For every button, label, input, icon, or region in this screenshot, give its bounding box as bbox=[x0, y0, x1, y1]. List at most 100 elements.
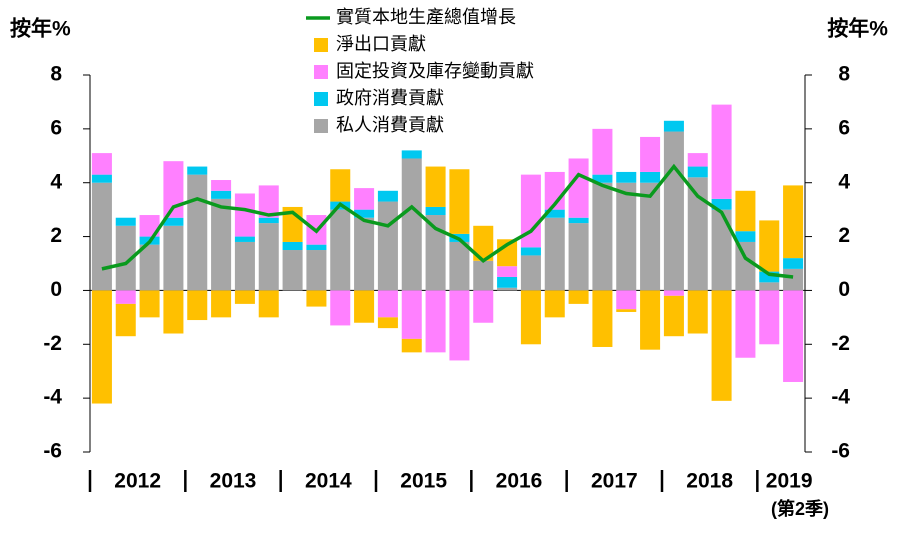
bar-segment bbox=[759, 220, 780, 272]
bar-segment bbox=[234, 193, 255, 237]
bar-segment bbox=[544, 209, 565, 218]
bar-segment bbox=[544, 217, 565, 291]
bar-segment bbox=[306, 250, 327, 291]
bar-segment bbox=[783, 268, 804, 291]
bar-segment bbox=[616, 309, 637, 312]
bar-segment bbox=[401, 290, 422, 339]
line bbox=[101, 163, 794, 279]
bar-segment bbox=[711, 104, 732, 199]
y2-tick-label: 2 bbox=[838, 224, 850, 247]
bar-segment bbox=[616, 182, 637, 291]
bar-segment bbox=[735, 290, 756, 358]
bar-segment bbox=[115, 290, 136, 304]
bar-segment bbox=[663, 120, 684, 132]
bar-segment bbox=[330, 169, 351, 202]
bar-segment bbox=[640, 171, 661, 183]
bar-segment bbox=[735, 231, 756, 242]
bar-segment bbox=[449, 290, 470, 361]
bar-segment bbox=[568, 223, 589, 291]
bar-segment bbox=[91, 182, 112, 291]
bar-segment bbox=[354, 188, 375, 210]
bar-segment bbox=[91, 153, 112, 175]
bar-segment bbox=[91, 174, 112, 183]
bar-segment bbox=[735, 190, 756, 232]
bar-segment bbox=[115, 225, 136, 291]
bar-segment bbox=[139, 244, 160, 291]
bar-segment bbox=[687, 177, 708, 291]
bar-segment bbox=[783, 258, 804, 269]
bar-segment bbox=[401, 158, 422, 291]
bar-segment bbox=[377, 290, 398, 318]
bar-segment bbox=[234, 241, 255, 291]
bar-segment bbox=[640, 290, 661, 350]
bar-segment bbox=[163, 225, 184, 291]
x-tick-label: 2019 bbox=[766, 470, 813, 493]
bar-segment bbox=[115, 303, 136, 337]
bar-segment bbox=[187, 166, 208, 175]
bar-segment bbox=[258, 217, 279, 224]
bar-segment bbox=[592, 290, 613, 347]
bar-segment bbox=[473, 225, 494, 261]
y2-tick-label: -4 bbox=[831, 386, 850, 409]
bar-segment bbox=[401, 150, 422, 159]
bar-segment bbox=[616, 290, 637, 310]
y2-axis-label: 按年% bbox=[827, 17, 888, 41]
legend-swatch bbox=[314, 92, 328, 106]
y-tick-label: -4 bbox=[43, 386, 62, 409]
bar-segment bbox=[616, 171, 637, 183]
bar-segment bbox=[568, 217, 589, 224]
bar-segment bbox=[377, 201, 398, 291]
bar-segment bbox=[211, 180, 232, 191]
legend-swatch bbox=[314, 65, 328, 79]
y-tick-label: -6 bbox=[43, 440, 62, 463]
bar-segment bbox=[258, 223, 279, 291]
bar-segment bbox=[115, 217, 136, 226]
y2-tick-label: 6 bbox=[838, 116, 850, 139]
bar-segment bbox=[473, 260, 494, 291]
y-tick-label: 2 bbox=[50, 224, 62, 247]
bar-segment bbox=[520, 255, 541, 291]
legend-label: 實質本地生產總值增長 bbox=[336, 7, 516, 27]
bar-segment bbox=[354, 290, 375, 323]
legend-swatch bbox=[314, 119, 328, 133]
bar-segment bbox=[187, 174, 208, 291]
bar-segment bbox=[711, 209, 732, 291]
bar-segment bbox=[520, 290, 541, 345]
bar-segment bbox=[783, 290, 804, 382]
bar-segment bbox=[139, 290, 160, 318]
y2-tick-label: 0 bbox=[838, 278, 850, 301]
bar-segment bbox=[711, 198, 732, 210]
legend-label: 政府消費貢獻 bbox=[336, 88, 444, 108]
bar-segment bbox=[759, 282, 780, 291]
bar-segment bbox=[497, 266, 518, 277]
bar-segment bbox=[330, 290, 351, 326]
y2-tick-label: 4 bbox=[838, 170, 850, 193]
y-tick-label: 4 bbox=[50, 170, 62, 193]
bar-segment bbox=[520, 174, 541, 248]
bar-segment bbox=[330, 209, 351, 291]
bar-segment bbox=[425, 206, 446, 216]
bar-segment bbox=[425, 290, 446, 353]
bar-segment bbox=[592, 128, 613, 175]
y-tick-label: 0 bbox=[50, 278, 62, 301]
bar-segment bbox=[520, 247, 541, 256]
bar-segment bbox=[663, 295, 684, 337]
x-tick-label: 2012 bbox=[114, 470, 161, 493]
legend-label: 固定投資及庫存變動貢獻 bbox=[336, 61, 534, 81]
y-tick-label: -2 bbox=[43, 332, 62, 355]
x-tick-label: 2016 bbox=[496, 470, 543, 493]
bar-segment bbox=[687, 166, 708, 178]
annotation: (第2季) bbox=[771, 498, 829, 519]
bar-segment bbox=[568, 290, 589, 304]
bar-segment bbox=[735, 241, 756, 291]
bar-segment bbox=[640, 182, 661, 291]
bar-segment bbox=[425, 166, 446, 207]
y2-tick-label: -6 bbox=[831, 440, 850, 463]
legend-label: 私人消費貢獻 bbox=[336, 115, 444, 135]
bar-segment bbox=[568, 158, 589, 218]
bar-segment bbox=[473, 290, 494, 323]
bar-segment bbox=[401, 338, 422, 353]
bar-segment bbox=[354, 209, 375, 218]
x-tick-label: 2013 bbox=[210, 470, 257, 493]
